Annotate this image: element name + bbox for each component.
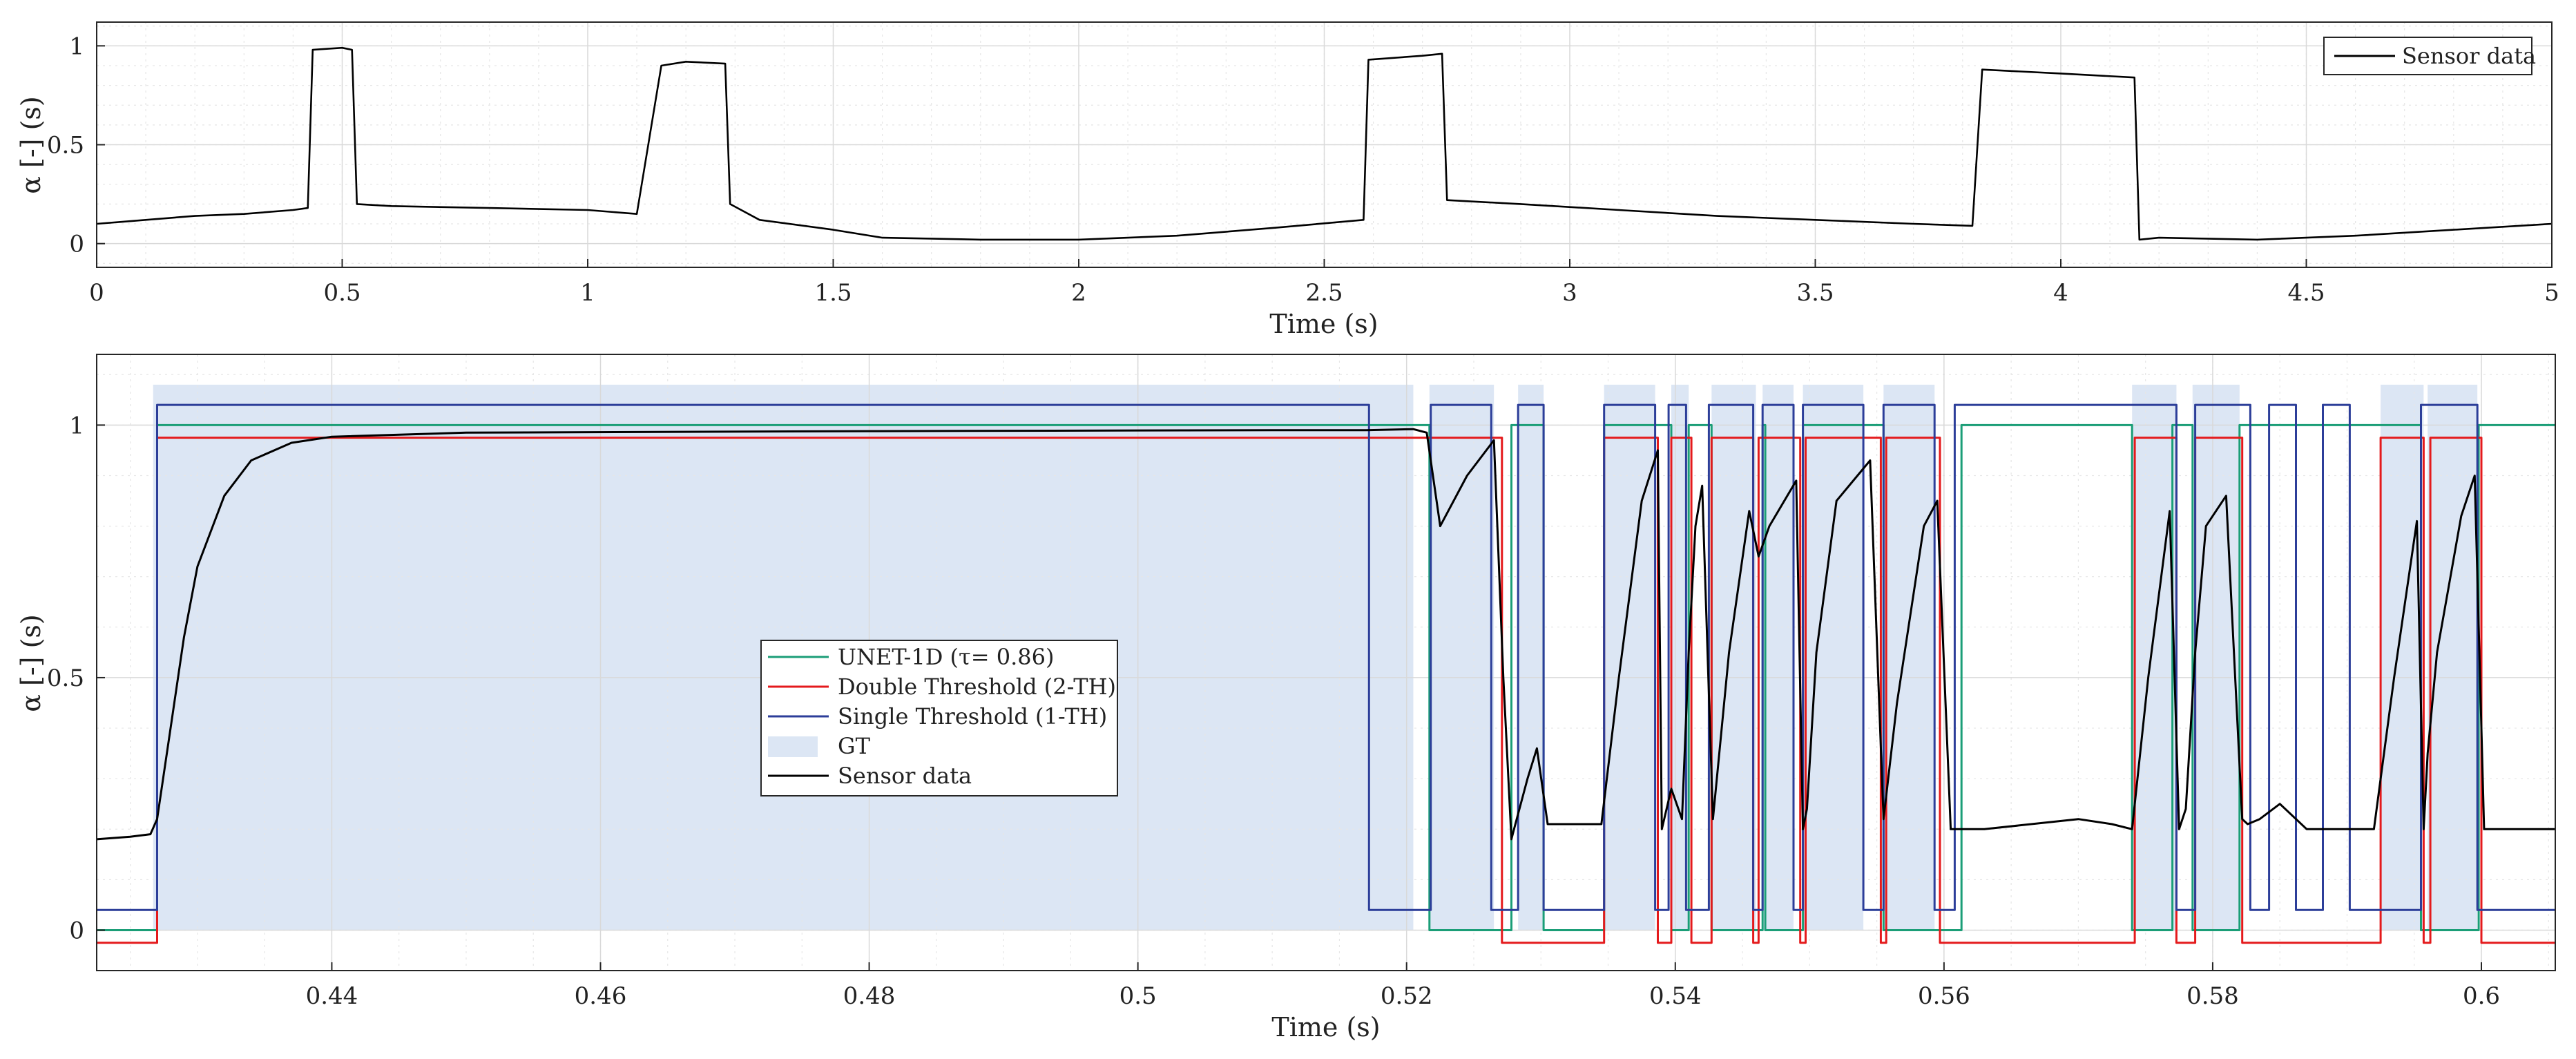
- y-tick-label: 0: [69, 231, 84, 258]
- bottom-legend-swatch-gt: [768, 736, 818, 757]
- bottom-x-ticks: 0.44 0.46 0.48 0.5 0.52 0.54 0.56 0.58 0.6: [306, 962, 2500, 1010]
- series-line-sensor-data: [96, 46, 2553, 241]
- top-legend-label-sensor-data: Sensor data: [2402, 43, 2536, 69]
- bottom-x-axis-title: Time (s): [1271, 1012, 1380, 1042]
- bottom-legend: UNET-1D (τ= 0.86) Double Threshold (2-TH…: [760, 640, 1118, 796]
- x-tick-label: 0.5: [1119, 982, 1157, 1010]
- gt-region: [1883, 384, 1935, 931]
- y-tick-label: 0: [69, 917, 84, 945]
- top-series: [96, 46, 2553, 241]
- gt-region: [1518, 384, 1544, 931]
- top-legend: Sensor data: [2323, 37, 2536, 75]
- x-tick-label: 0.46: [575, 982, 627, 1010]
- x-tick-label: 1.5: [814, 279, 852, 307]
- gt-region: [2381, 384, 2424, 931]
- x-tick-label: 0.5: [323, 279, 361, 307]
- gt-region: [1429, 384, 1494, 931]
- bottom-legend-label-single-threshold: Single Threshold (1-TH): [838, 703, 1107, 729]
- bottom-series: [96, 403, 2555, 944]
- x-tick-label: 0.54: [1649, 982, 1702, 1010]
- y-tick-label: 1: [69, 32, 84, 60]
- gt-region: [2428, 384, 2478, 931]
- x-tick-label: 4.5: [2287, 279, 2325, 307]
- series-line-single-threshold-1-th: [97, 403, 2555, 911]
- bottom-legend-box: [760, 640, 1118, 796]
- gt-region: [1803, 384, 1864, 931]
- gt-region: [1711, 384, 1756, 931]
- x-tick-label: 2: [1071, 279, 1086, 307]
- x-tick-label: 1: [580, 279, 595, 307]
- y-tick-label: 0.5: [47, 132, 84, 160]
- top-x-axis-title: Time (s): [1269, 309, 1378, 339]
- bottom-legend-label-gt: GT: [838, 733, 871, 759]
- top-y-axis-title: α [-] (s): [16, 96, 46, 193]
- x-tick-label: 0.56: [1918, 982, 1970, 1010]
- x-tick-label: 4: [2053, 279, 2068, 307]
- y-tick-label: 0.5: [47, 665, 84, 692]
- x-tick-label: 2.5: [1305, 279, 1343, 307]
- bottom-y-ticks: 00.51: [47, 412, 105, 945]
- bottom-grid: [97, 354, 2555, 971]
- series-line-double-threshold-2-th: [97, 437, 2555, 944]
- bottom-y-axis-title: α [-] (s): [16, 614, 46, 712]
- gt-region: [2132, 384, 2177, 931]
- bottom-legend-label-unet-1d: UNET-1D (τ= 0.86): [838, 644, 1054, 670]
- series-line-unet-1d-0-86: [97, 423, 2555, 931]
- y-tick-label: 1: [69, 412, 84, 439]
- top-grid: [96, 22, 2553, 267]
- x-tick-label: 5: [2544, 279, 2559, 307]
- x-tick-label: 0: [89, 279, 104, 307]
- x-tick-label: 0.48: [843, 982, 896, 1010]
- x-tick-label: 0.52: [1381, 982, 1433, 1010]
- gt-region: [2192, 384, 2240, 931]
- x-tick-label: 0.44: [306, 982, 358, 1010]
- x-tick-label: 3.5: [1796, 279, 1834, 307]
- bottom-legend-label-double-threshold: Double Threshold (2-TH): [838, 674, 1116, 700]
- x-tick-label: 0.6: [2463, 982, 2500, 1010]
- x-tick-label: 3: [1562, 279, 1577, 307]
- gt-region: [1762, 384, 1794, 931]
- series-line-sensor-data: [96, 428, 2555, 841]
- bottom-legend-label-sensor-data: Sensor data: [838, 763, 972, 789]
- top-x-ticks: 0 0.5 1 1.5 2 2.5 3 3.5 4 4.5 5: [89, 259, 2559, 307]
- top-panel: 0 0.5 1 1.5 2 2.5 3 3.5 4 4.5 5 00.51 Time (s) α […: [16, 21, 2559, 339]
- gt-region: [1604, 384, 1655, 931]
- x-tick-label: 0.58: [2186, 982, 2239, 1010]
- top-y-ticks: 00.51: [47, 32, 105, 258]
- bottom-plot-frame: [96, 354, 2556, 971]
- bottom-panel: 0.44 0.46 0.48 0.5 0.52 0.54 0.56 0.58 0.6 00.51…: [16, 354, 2556, 1042]
